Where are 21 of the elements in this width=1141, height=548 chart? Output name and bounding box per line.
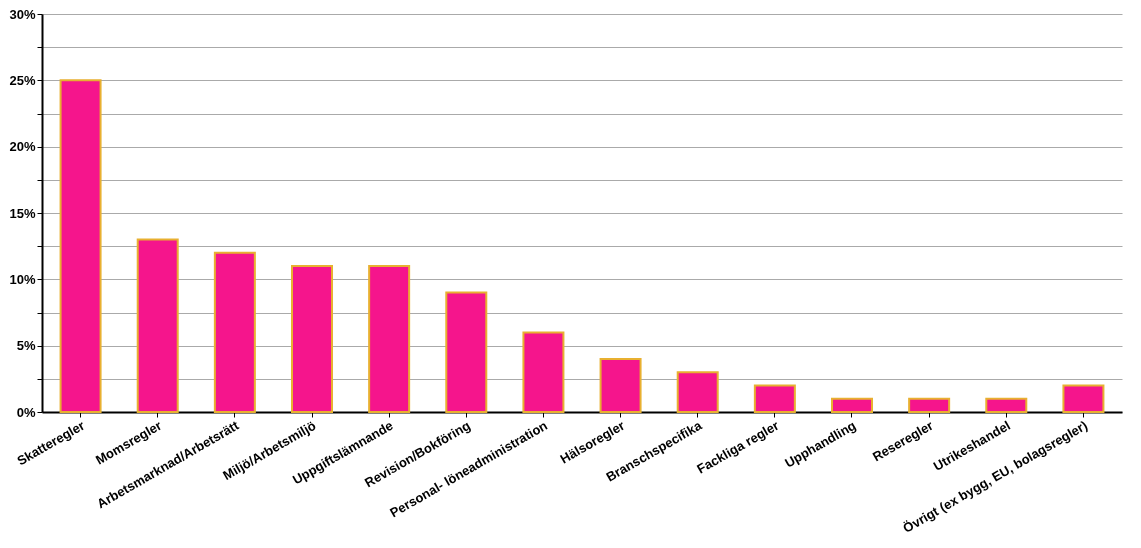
bar <box>599 357 642 413</box>
y-tick-label: 10% <box>9 271 36 287</box>
bar <box>368 265 411 413</box>
y-tick-label: 20% <box>9 139 36 155</box>
bar <box>136 238 179 413</box>
y-tick-label: 25% <box>9 72 36 88</box>
y-tick-label: 0% <box>16 404 36 420</box>
y-tick-label: 5% <box>16 338 36 354</box>
y-tick-label: 15% <box>9 205 36 221</box>
bar <box>213 251 256 413</box>
bar <box>753 384 796 413</box>
bar <box>676 371 719 413</box>
bar <box>985 397 1028 413</box>
bar <box>291 265 333 413</box>
y-tick-label: 30% <box>9 6 36 22</box>
bar <box>1062 384 1105 413</box>
bar <box>908 397 951 413</box>
bar <box>831 397 873 413</box>
bar <box>522 331 565 413</box>
bar <box>59 79 102 413</box>
bar <box>445 291 488 413</box>
